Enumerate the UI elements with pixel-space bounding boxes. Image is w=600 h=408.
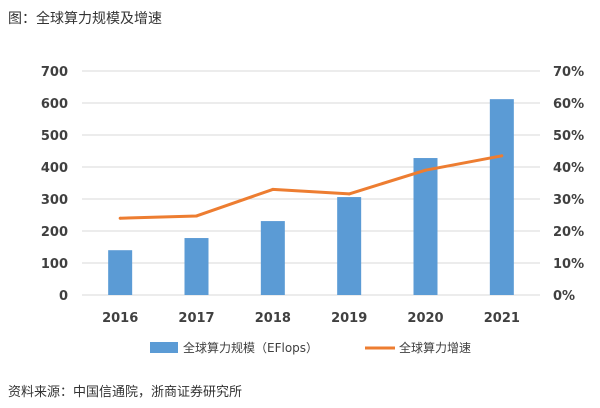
x-tick-label: 2021 — [484, 311, 520, 326]
y-left-tick-label: 100 — [41, 257, 68, 272]
legend-line-label: 全球算力增速 — [399, 340, 471, 355]
bar-2017 — [184, 238, 209, 295]
bar-2020 — [413, 158, 438, 295]
bar-2016 — [108, 250, 133, 295]
y-left-tick-label: 700 — [41, 65, 68, 80]
figure-title: 图：全球算力规模及增速 — [8, 11, 162, 27]
growth-point-2020 — [424, 168, 427, 172]
y-left-tick-label: 500 — [41, 129, 68, 144]
y-right-tick-label: 0% — [553, 289, 575, 304]
growth-point-2017 — [195, 214, 198, 218]
y-right-tick-label: 10% — [553, 257, 584, 272]
y-right-tick-label: 20% — [553, 225, 584, 240]
y-right-tick-label: 50% — [553, 129, 584, 144]
bar-2019 — [337, 197, 362, 295]
x-tick-label: 2017 — [178, 311, 214, 326]
y-left-tick-label: 300 — [41, 193, 68, 208]
x-tick-label: 2019 — [331, 311, 367, 326]
growth-point-2021 — [500, 154, 504, 158]
y-right-tick-label: 30% — [553, 193, 584, 208]
x-tick-label: 2016 — [102, 311, 138, 326]
y-left-tick-label: 600 — [41, 97, 68, 112]
y-left-tick-label: 200 — [41, 225, 68, 240]
y-right-tick-label: 60% — [553, 97, 584, 112]
bar-2018 — [260, 221, 285, 295]
growth-point-2016 — [118, 216, 122, 220]
x-tick-label: 2018 — [255, 311, 291, 326]
legend-bar-swatch — [150, 342, 178, 353]
growth-point-2018 — [271, 187, 275, 191]
growth-point-2019 — [347, 192, 351, 196]
growth-line — [120, 154, 503, 220]
source-note: 资料来源：中国信通院，浙商证券研究所 — [8, 385, 243, 400]
y-left-tick-label: 400 — [41, 161, 68, 176]
legend-bar-label: 全球算力规模（EFlops） — [183, 340, 318, 355]
x-tick-label: 2020 — [407, 311, 443, 326]
y-left-tick-label: 0 — [59, 289, 68, 304]
y-right-tick-label: 40% — [553, 161, 584, 176]
y-right-tick-label: 70% — [553, 65, 584, 80]
bar-2021 — [489, 99, 514, 295]
legend: 全球算力规模（EFlops） 全球算力增速 — [150, 340, 471, 355]
